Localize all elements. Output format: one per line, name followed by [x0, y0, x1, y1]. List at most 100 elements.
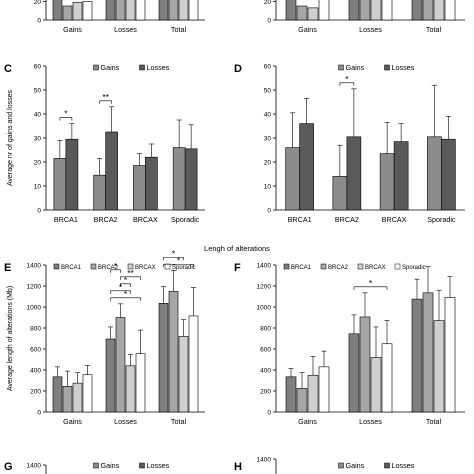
bar	[168, 290, 179, 413]
x-tick-label: BRCAX	[382, 215, 407, 224]
x-tick-label: Total	[171, 417, 187, 426]
legend-swatch	[320, 263, 327, 270]
significance-text: *	[369, 278, 373, 288]
significance-bracket	[163, 263, 194, 268]
bar	[285, 147, 300, 211]
y-tick-label: 50	[34, 88, 42, 95]
significance-text: *	[64, 109, 68, 119]
bar	[441, 138, 456, 211]
bar	[172, 147, 186, 211]
legend-swatch	[357, 263, 364, 270]
bar	[285, 0, 297, 21]
bar	[52, 376, 63, 413]
legend-swatch	[139, 462, 145, 469]
bar	[105, 338, 116, 413]
bar	[145, 156, 158, 211]
significance-bracket	[163, 256, 184, 261]
significance-bracket	[99, 100, 112, 104]
significance-marker: *	[110, 289, 141, 301]
significance-bracket	[120, 276, 141, 280]
legend-swatch	[127, 263, 134, 270]
y-tick-label: 800	[30, 326, 41, 333]
bar	[381, 0, 393, 21]
legend-entry: Losses	[147, 461, 170, 470]
panel-label: E	[4, 262, 11, 274]
bar	[188, 0, 199, 21]
legend-entry: Gains	[346, 461, 365, 470]
significance-text: *	[124, 275, 128, 285]
significance-text: *	[345, 74, 349, 84]
significance-bracket	[339, 82, 355, 86]
y-tick-label: 0	[267, 208, 271, 215]
x-tick-label: Total	[171, 25, 187, 34]
x-tick-label: Total	[426, 25, 442, 34]
bar	[379, 153, 395, 211]
y-tick-label: 1400	[27, 263, 42, 270]
y-tick-label: 0	[267, 410, 271, 417]
x-tick-label: Gains	[298, 25, 317, 34]
significance-bracket	[110, 269, 121, 273]
bar	[318, 366, 330, 413]
y-tick-label: 30	[34, 136, 42, 143]
significance-text: **	[127, 268, 134, 278]
y-tick-label: 600	[30, 347, 41, 354]
bar	[115, 317, 126, 413]
x-tick-label: Gains	[63, 25, 82, 34]
bar	[359, 316, 371, 413]
x-tick-label: Losses	[359, 417, 382, 426]
y-tick-label: 800	[260, 326, 271, 333]
x-tick-label: Gains	[298, 417, 317, 426]
bar	[62, 385, 73, 413]
bar	[72, 1, 83, 21]
y-tick-label: 60	[264, 64, 272, 71]
y-tick-label: 30	[264, 136, 272, 143]
y-tick-label: 400	[260, 368, 271, 375]
y-tick-label: 20	[34, 0, 42, 6]
panel-g: G 1400 Gains Losses	[4, 461, 170, 474]
bar	[133, 165, 146, 211]
x-tick-label: Losses	[359, 25, 382, 34]
legend-swatch	[53, 263, 60, 270]
legend-entry: Losses	[392, 63, 415, 72]
legend-entry: BRCA2	[98, 265, 119, 271]
legend: Gains Losses	[93, 461, 170, 470]
significance-marker: *	[163, 255, 194, 268]
legend-swatch	[384, 64, 390, 71]
bar	[115, 0, 126, 21]
legend-swatch	[164, 263, 171, 270]
panel-c: C 0 10 20 30 40 50 60 Average nr of gains and lo…	[4, 63, 205, 224]
bar	[381, 343, 393, 413]
significance-marker: *	[110, 261, 121, 273]
significance-marker: *	[163, 248, 184, 261]
significance-marker: *	[120, 275, 131, 287]
significance-marker: *	[110, 282, 131, 294]
legend-entry: Losses	[147, 63, 170, 72]
y-tick-label: 1200	[27, 284, 42, 291]
bar	[82, 1, 93, 21]
significance-text: *	[177, 255, 181, 265]
legend-swatch	[93, 64, 99, 71]
bar	[427, 136, 442, 211]
y-tick-label: 20	[264, 0, 272, 6]
legend: Gains Losses	[93, 63, 170, 72]
panel-label: C	[4, 63, 12, 75]
bar	[299, 123, 314, 211]
bar	[135, 0, 146, 21]
y-tick-label: 1200	[257, 284, 272, 291]
bar	[370, 0, 382, 21]
legend-swatch	[283, 263, 290, 270]
bar	[158, 303, 169, 413]
x-tick-label: BRCA2	[94, 215, 118, 224]
panel-d: D 0 10 20 30 40 50 60 Gains Losses BRCA1 BRCA2 BRCAX…	[234, 63, 465, 224]
legend-swatch	[93, 462, 99, 469]
bar	[346, 136, 362, 211]
significance-marker: **	[120, 268, 141, 280]
y-tick-label: 1400	[257, 263, 272, 270]
significance-marker: *	[339, 74, 355, 86]
bar	[52, 0, 63, 21]
bar	[105, 131, 118, 211]
x-tick-label: Gains	[63, 417, 82, 426]
y-tick-label: 20	[264, 160, 272, 167]
